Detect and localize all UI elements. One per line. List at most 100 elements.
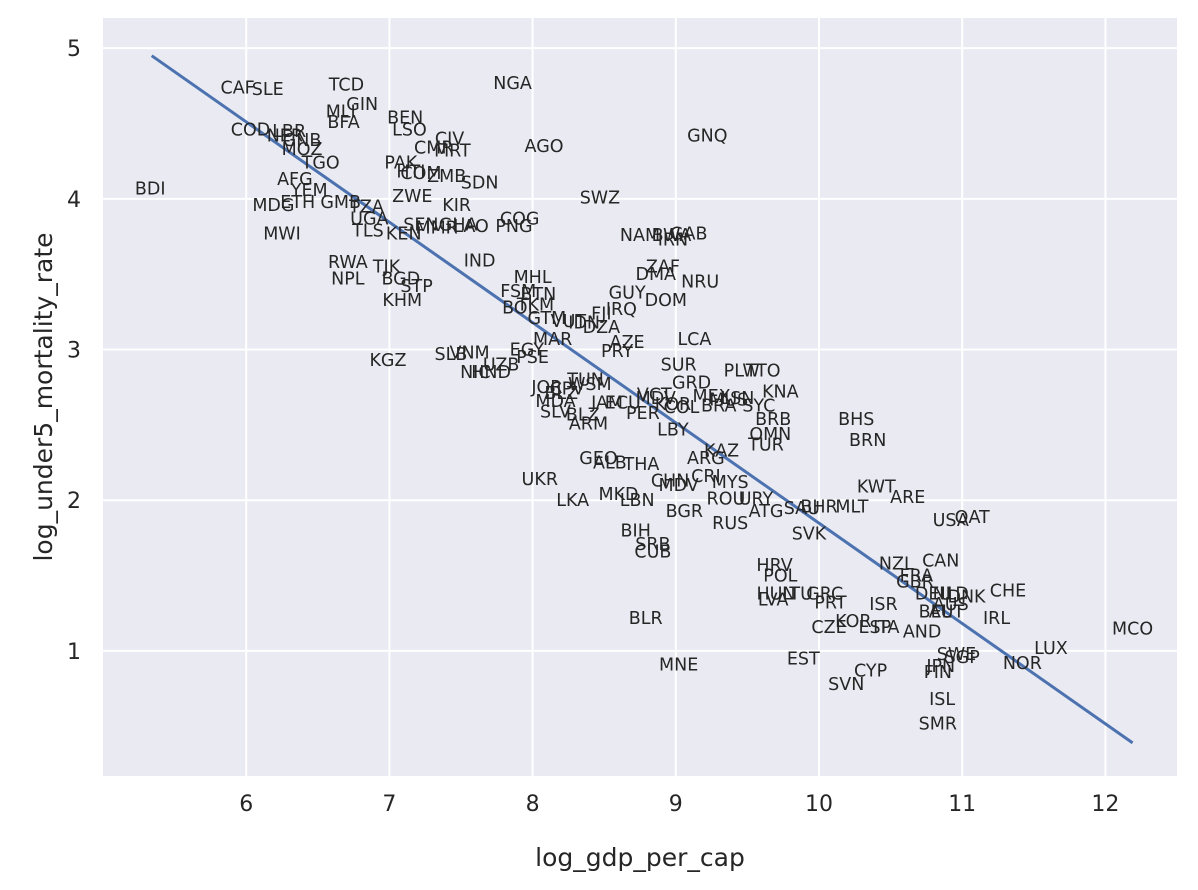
data-point-label: CHE [990, 582, 1026, 602]
data-point-label: MDV [659, 476, 699, 496]
data-point-label: SVK [792, 524, 827, 544]
y-tick-labels: 1 2 3 4 5 [67, 37, 81, 665]
data-point-label: HRV [756, 556, 792, 576]
data-point-label: GBR [896, 573, 934, 593]
data-point-label: SLE [252, 80, 284, 100]
data-point-label: AFG [277, 170, 313, 190]
data-point-label: KIR [442, 196, 471, 216]
data-point-label: HTI [396, 163, 425, 183]
data-point-label: YEM [290, 181, 328, 201]
x-tick-label: 8 [526, 792, 540, 817]
data-point-label: KEN [386, 224, 422, 244]
data-point-label: WSM [568, 375, 612, 395]
data-point-label: NGA [493, 74, 532, 94]
data-point-label: MNE [659, 655, 698, 675]
data-point-label: BWA [652, 226, 692, 246]
data-point-label: ALB [593, 454, 627, 474]
data-point-label: MDA [535, 392, 575, 412]
y-tick-label: 2 [67, 489, 81, 514]
data-point-label: PRT [814, 594, 846, 614]
data-point-label: CAF [220, 78, 254, 98]
data-point-label: GTM [528, 309, 567, 329]
data-point-label: CMR [414, 139, 453, 159]
data-point-label: GNB [283, 131, 322, 151]
data-point-label: FRA [900, 567, 934, 587]
data-point-label: COD [231, 121, 270, 141]
x-tick-label: 6 [239, 792, 253, 817]
x-tick-label: 10 [805, 792, 833, 817]
data-point-label: CAN [922, 552, 959, 572]
data-point-label: MAR [533, 330, 572, 350]
data-point-label: SDN [461, 173, 499, 193]
data-point-label: IRQ [606, 300, 637, 320]
data-point-label: KNA [762, 383, 799, 403]
data-point-label: MDG [252, 196, 294, 216]
data-point-label: CZE [811, 618, 846, 638]
data-point-label: PLW [724, 362, 760, 382]
data-point-label: SWZ [580, 188, 620, 208]
data-point-label: BGD [381, 270, 420, 290]
data-point-label: TTO [745, 362, 781, 382]
data-point-label: TJK [372, 258, 401, 278]
data-point-label: TZA [348, 197, 384, 217]
data-point-label: ARE [890, 488, 925, 508]
data-point-label: HUN [757, 585, 796, 605]
data-point-label: SLV [540, 402, 571, 422]
data-point-label: BHS [838, 410, 874, 430]
data-point-label: BGR [666, 502, 703, 522]
data-point-label: SAU [784, 499, 820, 519]
data-point-label: MLT [835, 497, 868, 517]
data-point-label: CYP [854, 662, 887, 682]
data-point-label: COL [664, 398, 700, 418]
data-point-label: ZAF [646, 258, 680, 278]
data-point-label: GRC [806, 585, 843, 605]
data-point-label: GEO [579, 449, 617, 469]
data-point-label: SYC [742, 396, 775, 416]
data-point-label: KWT [857, 478, 896, 498]
data-point-label: BOL [502, 298, 537, 318]
data-point-label: GHA [439, 215, 478, 235]
x-tick-label: 7 [382, 792, 396, 817]
data-point-label: MCO [1112, 619, 1153, 639]
data-point-label: ATG [749, 502, 784, 522]
data-point-label: PER [626, 404, 660, 424]
data-point-label: GUY [609, 283, 646, 303]
data-point-label: ISL [929, 690, 955, 710]
data-point-label: SEN [403, 215, 438, 235]
data-point-label: GNQ [687, 127, 727, 147]
data-point-label: BTN [520, 285, 556, 305]
data-point-label: BFA [327, 113, 359, 133]
data-point-label: DMA [635, 265, 676, 285]
data-point-label: PRY [601, 342, 634, 362]
data-point-label: ITA [873, 618, 899, 638]
data-point-label: BRN [849, 431, 886, 451]
data-point-label: BIH [621, 521, 651, 541]
data-point-label: ARM [569, 414, 608, 434]
data-point-label: BEN [387, 108, 423, 128]
data-point-label: DZA [583, 318, 620, 338]
data-point-label: QAT [955, 508, 990, 528]
data-point-label: EGY [510, 341, 545, 361]
data-point-label: ROU [707, 490, 746, 510]
data-point-label: AGO [525, 137, 564, 157]
data-point-label: CPV [550, 380, 585, 400]
data-point-label: ZWE [392, 187, 432, 207]
data-point-label: TKM [516, 295, 554, 315]
data-point-label: DOM [645, 291, 687, 311]
y-tick-label: 4 [67, 188, 81, 213]
data-point-label: STP [400, 277, 432, 297]
data-point-label: TGO [301, 154, 340, 174]
data-point-label: UGA [350, 209, 388, 229]
data-point-label: PSE [516, 348, 549, 368]
data-point-label: BLZ [566, 405, 600, 425]
data-point-label: NER [267, 127, 303, 147]
data-point-label: CUB [634, 542, 671, 562]
data-point-label: ARG [687, 449, 725, 469]
data-point-label: MMR [415, 218, 457, 238]
data-point-label: SRB [635, 535, 670, 555]
data-point-label: MHL [514, 268, 552, 288]
x-tick-label: 9 [669, 792, 683, 817]
data-point-label: ETH [280, 193, 315, 213]
